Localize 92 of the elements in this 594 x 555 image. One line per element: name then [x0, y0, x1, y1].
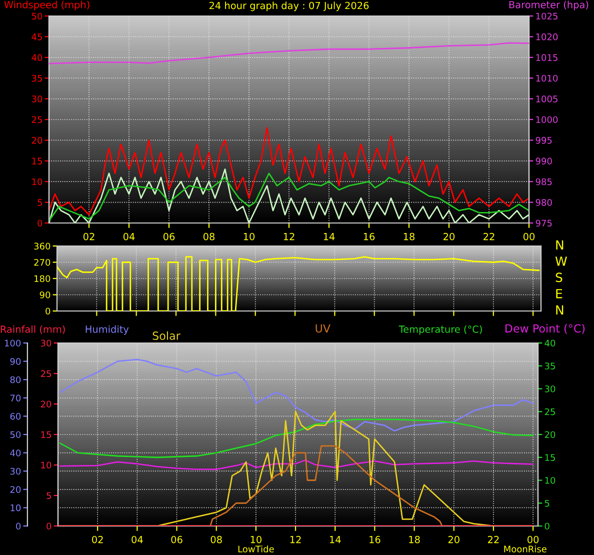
y2-tick-label: 20 — [544, 431, 556, 438]
y-tick-label: 35 — [32, 74, 42, 82]
chart-title: 24 hour graph day : 07 July 2026 — [209, 2, 369, 12]
y-tick-label: 60 — [10, 412, 21, 420]
y-tick-label: 0 — [16, 522, 21, 530]
y-tick-label: 360 — [34, 242, 50, 250]
y-tick-label: 25 — [32, 116, 42, 124]
x-tick-label: 02 — [83, 232, 94, 240]
x-tick-label: 02 — [92, 536, 103, 544]
y-tick-label: 30 — [10, 468, 21, 475]
y2-tick-label: 985 — [536, 178, 552, 186]
annotation: MoonRise — [504, 545, 546, 552]
y-tick-label: 80 — [10, 376, 21, 384]
x-tick-label: 22 — [484, 232, 494, 240]
line-series — [49, 127, 529, 216]
x-tick-label: 08 — [203, 232, 215, 240]
x-tick-label: 08 — [210, 536, 222, 544]
y2-tick-label: 0 — [544, 522, 550, 530]
y2-tick-label: 5 — [544, 500, 550, 507]
y2-tick-label: 1020 — [536, 33, 558, 40]
y-tick-label: 20 — [10, 486, 21, 493]
x-tick-label: 16 — [364, 232, 375, 240]
x-tick-label: 18 — [404, 232, 415, 240]
text: UV — [316, 324, 330, 333]
y2-tick-label: 15 — [545, 454, 555, 461]
y2-tick-label: 995 — [536, 136, 552, 144]
x-tick-label: 00 — [528, 536, 539, 544]
y2-tick-label: 30 — [544, 385, 556, 392]
line-series — [59, 418, 534, 458]
annotation: LowTide — [238, 545, 274, 552]
y-tick-label: 0 — [46, 308, 50, 315]
text: W — [555, 256, 567, 266]
line-series — [59, 358, 534, 432]
y2-tick-label: 1010 — [536, 74, 558, 82]
text: S — [556, 272, 562, 282]
y-axis-title: Windspeed (mph) — [4, 0, 90, 10]
line-series — [59, 459, 534, 470]
y-tick-label: 90 — [10, 358, 21, 365]
x-tick-label: 06 — [163, 232, 175, 240]
x-tick-label: 12 — [284, 232, 294, 240]
y2-tick-label: 990 — [536, 158, 552, 164]
y3-axis-title: Rainfall (mm) — [0, 325, 65, 334]
y2-tick-label: 25 — [544, 408, 555, 416]
y2-tick-label: 1015 — [536, 54, 558, 61]
line-series — [49, 42, 529, 64]
y2-axis-title: Barometer (hpa) — [509, 0, 588, 10]
y-tick-label: 5 — [38, 199, 42, 206]
y-tick-label: 10 — [32, 178, 42, 186]
text: N — [556, 240, 564, 250]
y2-tick-label: 1025 — [536, 12, 558, 20]
y-tick-label: 30 — [32, 96, 42, 102]
text: E — [556, 289, 562, 298]
y2-tick-label: 975 — [536, 220, 552, 227]
x-tick-label: 20 — [444, 232, 455, 240]
text: Solar — [152, 331, 180, 340]
y-tick-label: 40 — [32, 54, 42, 61]
x-tick-label: 16 — [370, 536, 380, 544]
y-tick-label: 180 — [34, 275, 50, 282]
y2-tick-label: 980 — [536, 199, 552, 206]
y-tick-label: 90 — [40, 291, 50, 298]
y-tick-label: 20 — [32, 136, 42, 144]
x-tick-label: 12 — [290, 536, 301, 544]
y-tick-label: 15 — [32, 158, 42, 164]
y2-tick-label: 35 — [544, 362, 555, 370]
x-tick-label: 10 — [244, 232, 255, 240]
x-tick-label: 06 — [171, 536, 182, 544]
y-tick-label: 70 — [10, 394, 21, 402]
x-tick-label: 20 — [448, 536, 460, 544]
y2-tick-label: 10 — [545, 476, 556, 484]
x-tick-label: 22 — [488, 536, 499, 544]
x-tick-label: 18 — [409, 536, 420, 544]
y-axis-title: Humidity — [86, 325, 129, 335]
y-tick-label: 100 — [4, 340, 21, 347]
y-tick-label: 45 — [32, 34, 42, 40]
y2-tick-label: 40 — [544, 340, 556, 347]
x-tick-label: 04 — [132, 536, 143, 544]
x-tick-label: 00 — [523, 232, 535, 240]
x-tick-label: 14 — [324, 233, 335, 240]
x-tick-label: 10 — [250, 536, 262, 544]
text: N — [556, 305, 564, 314]
y-tick-label: 0 — [38, 220, 42, 227]
text: Dew Point (°C) — [505, 324, 585, 334]
y2-tick-label: 1000 — [536, 116, 558, 124]
y-tick-label: 50 — [32, 12, 42, 20]
y2-axis-title: Temperature (°C) — [398, 325, 482, 335]
y-tick-label: 10 — [10, 504, 21, 512]
y-tick-label: 40 — [10, 450, 21, 456]
y-tick-label: 50 — [10, 431, 21, 438]
x-tick-label: 04 — [123, 232, 135, 240]
y-tick-label: 270 — [34, 258, 50, 266]
y2-tick-label: 1005 — [536, 96, 558, 102]
x-tick-label: 14 — [330, 536, 341, 544]
